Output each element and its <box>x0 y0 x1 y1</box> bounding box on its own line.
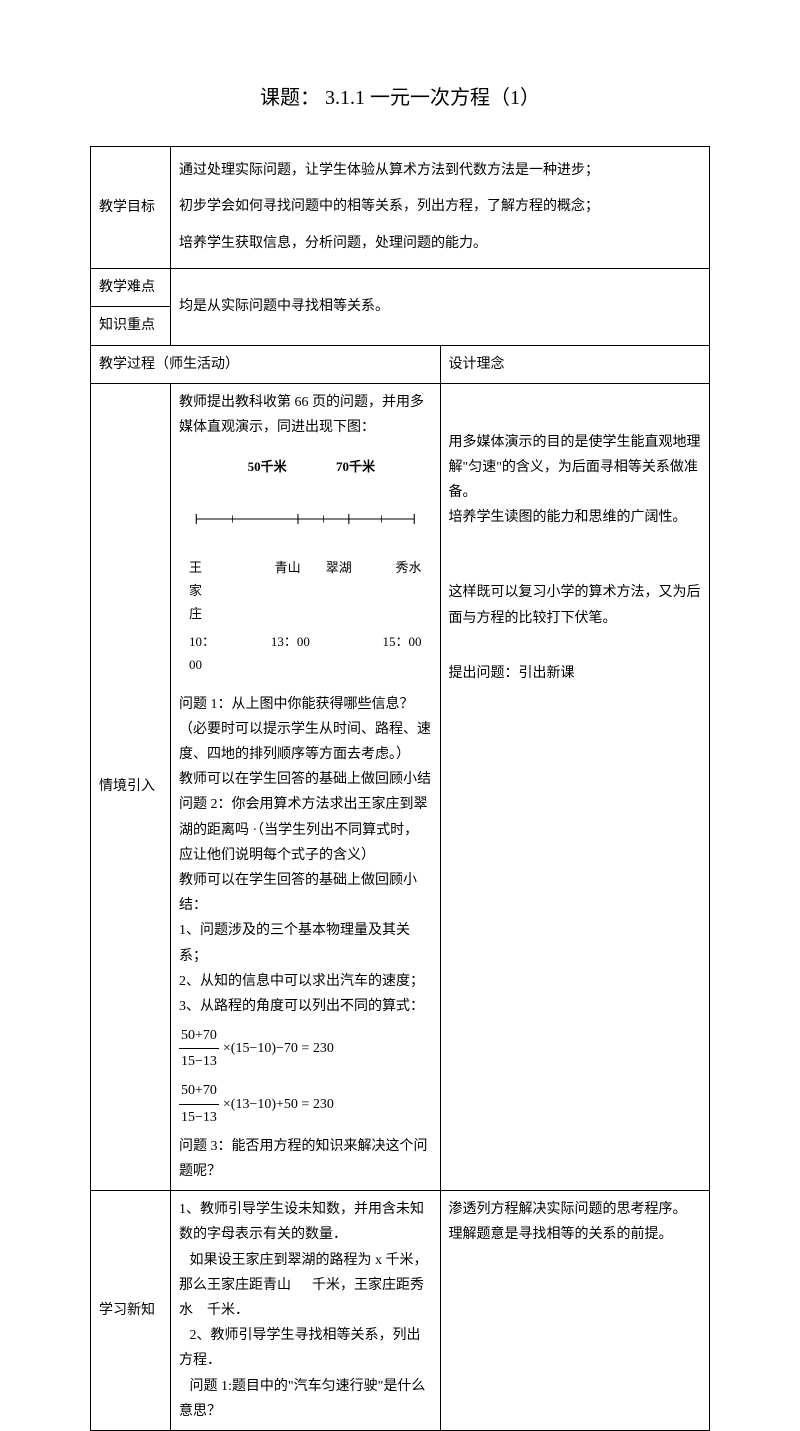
learn-content: 1、教师引导学生设未知数，并用含未知数的字母表示有关的数量． 如果设王家庄到翠湖… <box>171 1191 441 1431</box>
timeline-svg <box>189 479 422 559</box>
page-title: 课题： 3.1.1 一元一次方程（1） <box>90 80 710 116</box>
eq2-den: 15−13 <box>179 1105 219 1130</box>
time3: 15：00 <box>310 630 422 677</box>
goal-line3: 培养学生获取信息，分析问题，处理问题的能力。 <box>179 226 701 262</box>
place4: 秀水 <box>352 556 422 626</box>
learn-p1: 1、教师引导学生设未知数，并用含未知数的字母表示有关的数量． <box>179 1197 432 1247</box>
place2: 青山 <box>212 556 300 626</box>
place3: 翠湖 <box>301 556 352 626</box>
goal-line1: 通过处理实际问题，让学生体验从算术方法到代数方法是一种进步； <box>179 153 701 189</box>
eq2-num: 50+70 <box>179 1078 219 1104</box>
goal-line2: 初步学会如何寻找问题中的相等关系，列出方程，了解方程的概念； <box>179 189 701 225</box>
time2: 13：00 <box>217 630 310 677</box>
learn-label: 学习新知 <box>91 1191 171 1431</box>
situation-summary2: 教师可以在学生回答的基础上做回顾小结： <box>179 868 432 918</box>
situation-point1: 1、问题涉及的三个基本物理量及其关系； <box>179 918 432 968</box>
situation-q1: 问题 1：从上图中你能获得哪些信息？（必要时可以提示学生从时间、路程、速度、四地… <box>179 692 432 768</box>
situation-label: 情境引入 <box>91 383 171 1190</box>
place1: 王家庄 <box>189 556 212 626</box>
equation2: 50+70 15−13 ×(13−10)+50 = 230 <box>179 1078 432 1129</box>
situation-point3: 3、从路程的角度可以列出不同的算式： <box>179 994 432 1019</box>
design-label: 设计理念 <box>440 345 710 383</box>
situation-q2: 问题 2：你会用算术方法求出王家庄到翠湖的距离吗 ·（当学生列出不同算式时，应让… <box>179 792 432 868</box>
dist1-label: 50千米 <box>189 455 287 478</box>
situation-design-p3: 这样既可以复习小学的算术方法，又为后面与方程的比较打下伏笔。 <box>449 580 702 630</box>
learn-design: 渗透列方程解决实际问题的思考程序。 理解题意是寻找相等的关系的前提。 <box>440 1191 710 1431</box>
difficulty-label: 教学难点 <box>91 269 171 307</box>
situation-summary1: 教师可以在学生回答的基础上做回顾小结 <box>179 767 432 792</box>
situation-design-p1: 用多媒体演示的目的是使学生能直观地理解"匀速"的含义，为后面寻相等关系做准备。 <box>449 430 702 506</box>
eq1-num: 50+70 <box>179 1023 219 1049</box>
time1: 10：00 <box>189 630 217 677</box>
situation-design-p4: 提出问题：引出新课 <box>449 661 702 686</box>
situation-intro1: 教师提出教科收第 66 页的问题，并用多媒体直观演示，同进出现下图： <box>179 390 432 440</box>
situation-design: 用多媒体演示的目的是使学生能直观地理解"匀速"的含义，为后面寻相等关系做准备。 … <box>440 383 710 1190</box>
learn-p3: 2、教师引导学生寻找相等关系，列出方程． <box>179 1323 432 1373</box>
goal-label: 教学目标 <box>91 147 171 269</box>
eq2-rest: ×(13−10)+50 = 230 <box>223 1092 334 1117</box>
equation1: 50+70 15−13 ×(15−10)−70 = 230 <box>179 1023 432 1074</box>
distance-diagram: 50千米 70千米 王家庄 青山 翠湖 秀水 <box>179 450 432 682</box>
dist2-label: 70千米 <box>287 455 375 478</box>
situation-q3: 问题 3：能否用方程的知识来解决这个问题呢？ <box>179 1134 432 1184</box>
goal-content: 通过处理实际问题，让学生体验从算术方法到代数方法是一种进步； 初步学会如何寻找问… <box>171 147 710 269</box>
lesson-table: 教学目标 通过处理实际问题，让学生体验从算术方法到代数方法是一种进步； 初步学会… <box>90 146 710 1431</box>
eq1-rest: ×(15−10)−70 = 230 <box>223 1036 334 1061</box>
process-label: 教学过程（师生活动） <box>91 345 441 383</box>
eq1-den: 15−13 <box>179 1049 219 1074</box>
learn-p2: 如果设王家庄到翠湖的路程为 x 千米，那么王家庄距青山 千米，王家庄距秀水 千米… <box>179 1248 432 1324</box>
difficulty-keypoint-content: 均是从实际问题中寻找相等关系。 <box>171 269 710 345</box>
situation-design-p2: 培养学生读图的能力和思维的广阔性。 <box>449 505 702 530</box>
learn-design-p2: 理解题意是寻找相等的关系的前提。 <box>449 1222 702 1247</box>
keypoint-label: 知识重点 <box>91 307 171 345</box>
learn-p4: 问题 1:题目中的"汽车匀速行驶"是什么意思？ <box>179 1374 432 1424</box>
situation-point2: 2、从知的信息中可以求出汽车的速度； <box>179 969 432 994</box>
learn-design-p1: 渗透列方程解决实际问题的思考程序。 <box>449 1197 702 1222</box>
situation-content: 教师提出教科收第 66 页的问题，并用多媒体直观演示，同进出现下图： 50千米 … <box>171 383 441 1190</box>
